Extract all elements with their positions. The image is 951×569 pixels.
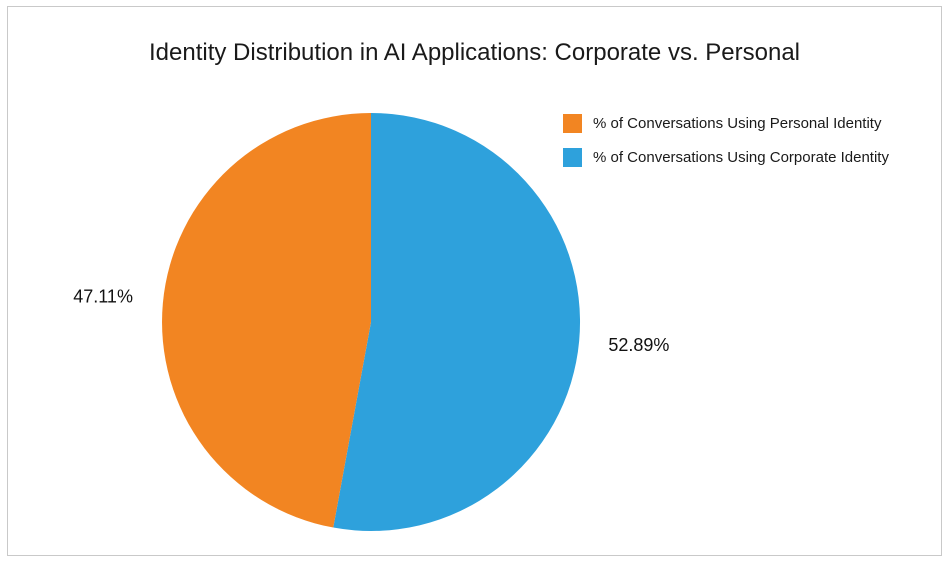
pie-slice-1 [162, 113, 371, 528]
legend-label-personal: % of Conversations Using Personal Identi… [593, 114, 882, 132]
legend-swatch-corporate [563, 147, 582, 167]
legend-item-personal: % of Conversations Using Personal Identi… [563, 111, 889, 135]
pie-slice-label-1: 47.11% [73, 286, 133, 306]
pie-slice-labels: 52.89% 47.11% [73, 286, 669, 355]
legend-swatch-personal [563, 113, 582, 133]
pie-slice-label-0: 52.89% [608, 335, 669, 355]
legend-item-corporate: % of Conversations Using Corporate Ident… [563, 145, 889, 169]
pie-slice-0 [333, 113, 581, 532]
pie-slices [162, 113, 581, 532]
legend-label-corporate: % of Conversations Using Corporate Ident… [593, 148, 889, 166]
chart-title: Identity Distribution in AI Applications… [149, 39, 800, 66]
chart-legend: % of Conversations Using Personal Identi… [563, 111, 889, 179]
